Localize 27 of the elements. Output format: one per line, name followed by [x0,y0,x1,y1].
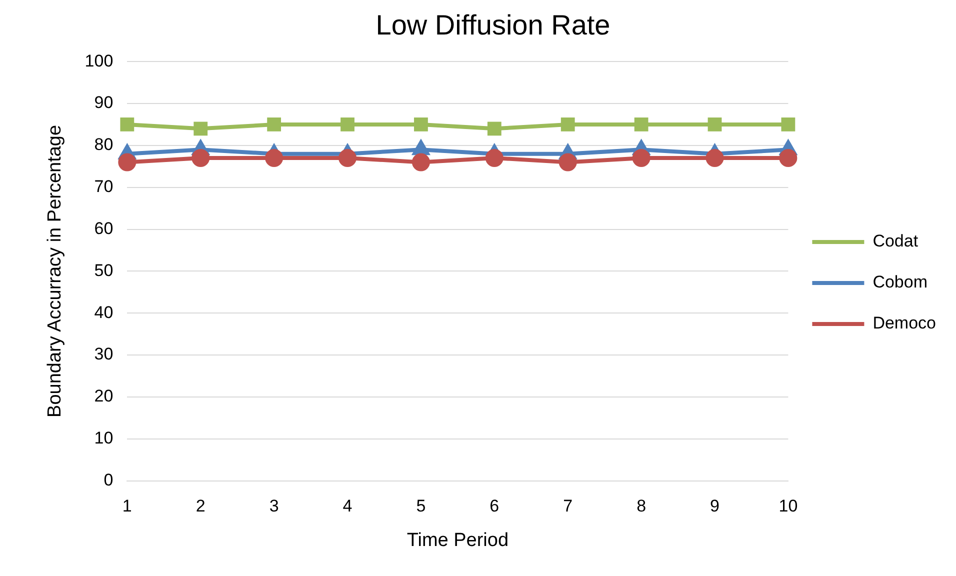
y-tick-label: 90 [94,93,114,112]
x-tick-label: 4 [342,496,352,516]
x-tick-label: 1 [122,496,132,516]
y-tick-label: 0 [104,470,114,490]
y-tick-label: 70 [94,177,114,196]
y-tick-label: 30 [94,344,114,364]
legend-label: Codat [872,232,918,251]
x-tick-label: 10 [778,496,798,516]
y-tick-label: 20 [94,386,114,406]
x-axis-title: Time Period [406,530,509,551]
y-tick-label: 60 [94,218,114,238]
legend-label: Cobom [872,272,928,292]
x-tick-label: 5 [416,496,426,516]
y-tick-label: 80 [94,135,114,154]
x-tick-label: 3 [269,496,279,516]
x-tick-label: 2 [196,496,206,516]
x-tick-label: 9 [710,496,720,516]
y-tick-label: 100 [84,51,114,70]
y-axis-title: Boundary Accurracy in Percentage [44,124,66,418]
x-tick-label: 6 [490,496,500,516]
y-tick-label: 50 [94,260,114,280]
x-tick-label: 7 [563,496,573,516]
legend-label: Democo [872,314,936,333]
y-tick-label: 10 [94,428,114,448]
y-tick-label: 40 [94,302,114,322]
chart-title: Low Diffusion Rate [376,10,610,41]
x-tick-label: 8 [636,496,646,516]
